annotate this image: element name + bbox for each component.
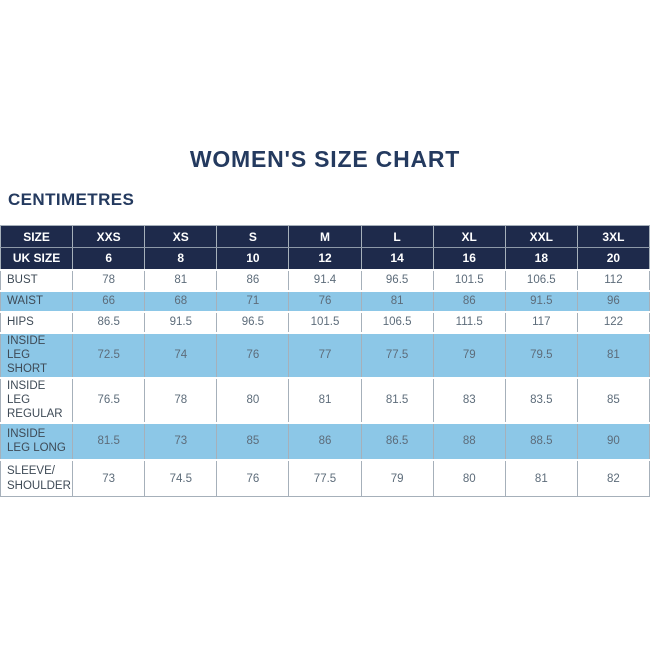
unit-label: CENTIMETRES (8, 190, 135, 209)
measurement-value: 77.5 (288, 458, 362, 498)
measurement-value: 79 (360, 458, 434, 498)
table-header: SIZE XXS XS S M L XL XXL 3XL UK SIZE 6 8 10 12 14 16 18 2… (0, 225, 650, 271)
measurement-value: 81 (144, 268, 218, 292)
measurement-value: 91.5 (504, 289, 578, 313)
measurement-value: 81 (360, 289, 434, 313)
uk-size-value: 12 (288, 247, 362, 271)
measurement-value: 74.5 (144, 458, 218, 498)
measurement-value: 101.5 (288, 310, 362, 334)
measurement-value: 83.5 (504, 376, 578, 424)
measurement-value: 81 (504, 458, 578, 498)
uk-size-header-row: UK SIZE 6 8 10 12 14 16 18 20 (0, 247, 650, 271)
measurement-value: 74 (144, 331, 218, 379)
measurement-value: 122 (576, 310, 650, 334)
measurement-value: 117 (504, 310, 578, 334)
measurement-value: 79.5 (504, 331, 578, 379)
size-column-header-xl: XL (432, 225, 506, 248)
measurement-value: 91.4 (288, 268, 362, 292)
measurement-value: 76 (216, 458, 290, 498)
measurement-value: 85 (216, 421, 290, 461)
size-column-header-xxs: XXS (72, 225, 146, 248)
measurement-value: 90 (576, 421, 650, 461)
measurement-label: INSIDE LEG SHORT (0, 331, 74, 379)
measurement-row-inside-leg-regular: INSIDE LEG REGULAR 76.5 78 80 81 81.5 83 83.5 85 (0, 376, 650, 424)
measurement-value: 71 (216, 289, 290, 313)
uk-size-value: 14 (360, 247, 434, 271)
measurement-value: 76 (216, 331, 290, 379)
uk-size-row-header-label: UK SIZE (0, 247, 74, 271)
measurement-value: 80 (432, 458, 506, 498)
measurement-value: 81 (576, 331, 650, 379)
measurement-row-sleeve-shoulder: SLEEVE/​SHOULDER 73 74.5 76 77.5 79 80 81 82 (0, 458, 650, 498)
uk-size-value: 8 (144, 247, 218, 271)
measurement-value: 81.5 (360, 376, 434, 424)
size-chart-table: SIZE XXS XS S M L XL XXL 3XL UK SIZE 6 8 10 12 14 16 18 2… (0, 225, 650, 498)
measurement-value: 77.5 (360, 331, 434, 379)
size-column-header-xxl: XXL (504, 225, 578, 248)
measurement-value: 78 (72, 268, 146, 292)
measurement-value: 96.5 (216, 310, 290, 334)
measurement-value: 111.5 (432, 310, 506, 334)
measurement-value: 86 (216, 268, 290, 292)
measurement-value: 112 (576, 268, 650, 292)
size-column-header-3xl: 3XL (576, 225, 650, 248)
measurement-value: 96 (576, 289, 650, 313)
measurement-label: INSIDE LEG REGULAR (0, 376, 74, 424)
measurement-value: 83 (432, 376, 506, 424)
uk-size-value: 18 (504, 247, 578, 271)
size-column-header-m: M (288, 225, 362, 248)
measurement-value: 101.5 (432, 268, 506, 292)
uk-size-value: 20 (576, 247, 650, 271)
measurement-value: 85 (576, 376, 650, 424)
measurement-value: 86.5 (72, 310, 146, 334)
measurement-value: 81.5 (72, 421, 146, 461)
measurement-row-inside-leg-long: INSIDE LEG LONG 81.5 73 85 86 86.5 88 88.5 90 (0, 421, 650, 461)
measurement-row-inside-leg-short: INSIDE LEG SHORT 72.5 74 76 77 77.5 79 79.5 81 (0, 331, 650, 379)
measurement-label: HIPS (0, 310, 74, 334)
measurement-row-waist: WAIST 66 68 71 76 81 86 91.5 96 (0, 289, 650, 313)
measurement-value: 88 (432, 421, 506, 461)
uk-size-value: 16 (432, 247, 506, 271)
table-body: BUST 78 81 86 91.4 96.5 101.5 106.5 112 WAIST 66 68… (0, 268, 650, 498)
measurement-value: 73 (144, 421, 218, 461)
measurement-value: 73 (72, 458, 146, 498)
measurement-label: INSIDE LEG LONG (0, 421, 74, 461)
uk-size-value: 6 (72, 247, 146, 271)
measurement-value: 86 (288, 421, 362, 461)
size-column-header-xs: XS (144, 225, 218, 248)
measurement-value: 81 (288, 376, 362, 424)
page-title: WOMEN'S SIZE CHART (189, 146, 461, 172)
measurement-value: 82 (576, 458, 650, 498)
measurement-label: SLEEVE/​SHOULDER (0, 458, 74, 498)
measurement-value: 106.5 (504, 268, 578, 292)
size-column-header-l: L (360, 225, 434, 248)
measurement-value: 79 (432, 331, 506, 379)
measurement-value: 76 (288, 289, 362, 313)
size-row-header-label: SIZE (0, 225, 74, 248)
measurement-value: 76.5 (72, 376, 146, 424)
measurement-label: BUST (0, 268, 74, 292)
measurement-value: 96.5 (360, 268, 434, 292)
measurement-row-hips: HIPS 86.5 91.5 96.5 101.5 106.5 111.5 117 122 (0, 310, 650, 334)
measurement-value: 77 (288, 331, 362, 379)
measurement-value: 66 (72, 289, 146, 313)
size-column-header-s: S (216, 225, 290, 248)
measurement-value: 68 (144, 289, 218, 313)
measurement-value: 91.5 (144, 310, 218, 334)
uk-size-value: 10 (216, 247, 290, 271)
measurement-row-bust: BUST 78 81 86 91.4 96.5 101.5 106.5 112 (0, 268, 650, 292)
measurement-value: 106.5 (360, 310, 434, 334)
measurement-value: 72.5 (72, 331, 146, 379)
measurement-value: 88.5 (504, 421, 578, 461)
size-header-row: SIZE XXS XS S M L XL XXL 3XL (0, 225, 650, 248)
measurement-value: 78 (144, 376, 218, 424)
measurement-label: WAIST (0, 289, 74, 313)
measurement-value: 86.5 (360, 421, 434, 461)
measurement-value: 80 (216, 376, 290, 424)
measurement-value: 86 (432, 289, 506, 313)
